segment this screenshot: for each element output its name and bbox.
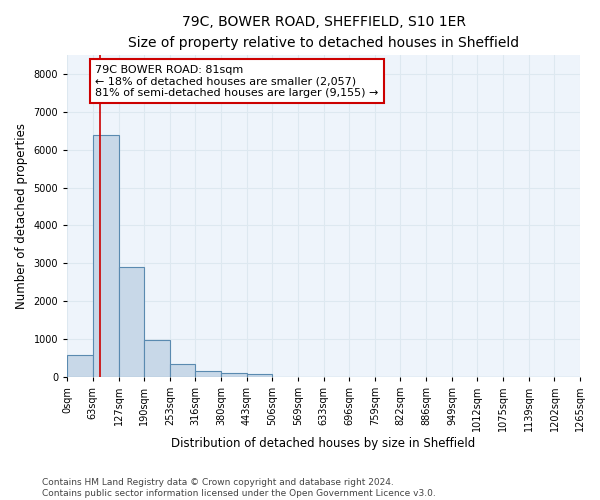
Bar (221, 374, 247, 377)
Text: 79C BOWER ROAD: 81sqm
← 18% of detached houses are smaller (2,057)
81% of semi-d: 79C BOWER ROAD: 81sqm ← 18% of detached … (95, 64, 379, 98)
Bar (144, 340, 170, 377)
Bar (247, 374, 272, 377)
Bar (67, 355, 93, 377)
Title: 79C, BOWER ROAD, SHEFFIELD, S10 1ER
Size of property relative to detached houses: 79C, BOWER ROAD, SHEFFIELD, S10 1ER Size… (128, 15, 519, 50)
X-axis label: Distribution of detached houses by size in Sheffield: Distribution of detached houses by size … (172, 437, 476, 450)
Y-axis label: Number of detached properties: Number of detached properties (15, 123, 28, 309)
Text: Contains HM Land Registry data © Crown copyright and database right 2024.
Contai: Contains HM Land Registry data © Crown c… (42, 478, 436, 498)
Bar (170, 364, 196, 377)
Bar (93, 135, 119, 377)
Bar (119, 267, 144, 377)
Bar (196, 371, 221, 377)
